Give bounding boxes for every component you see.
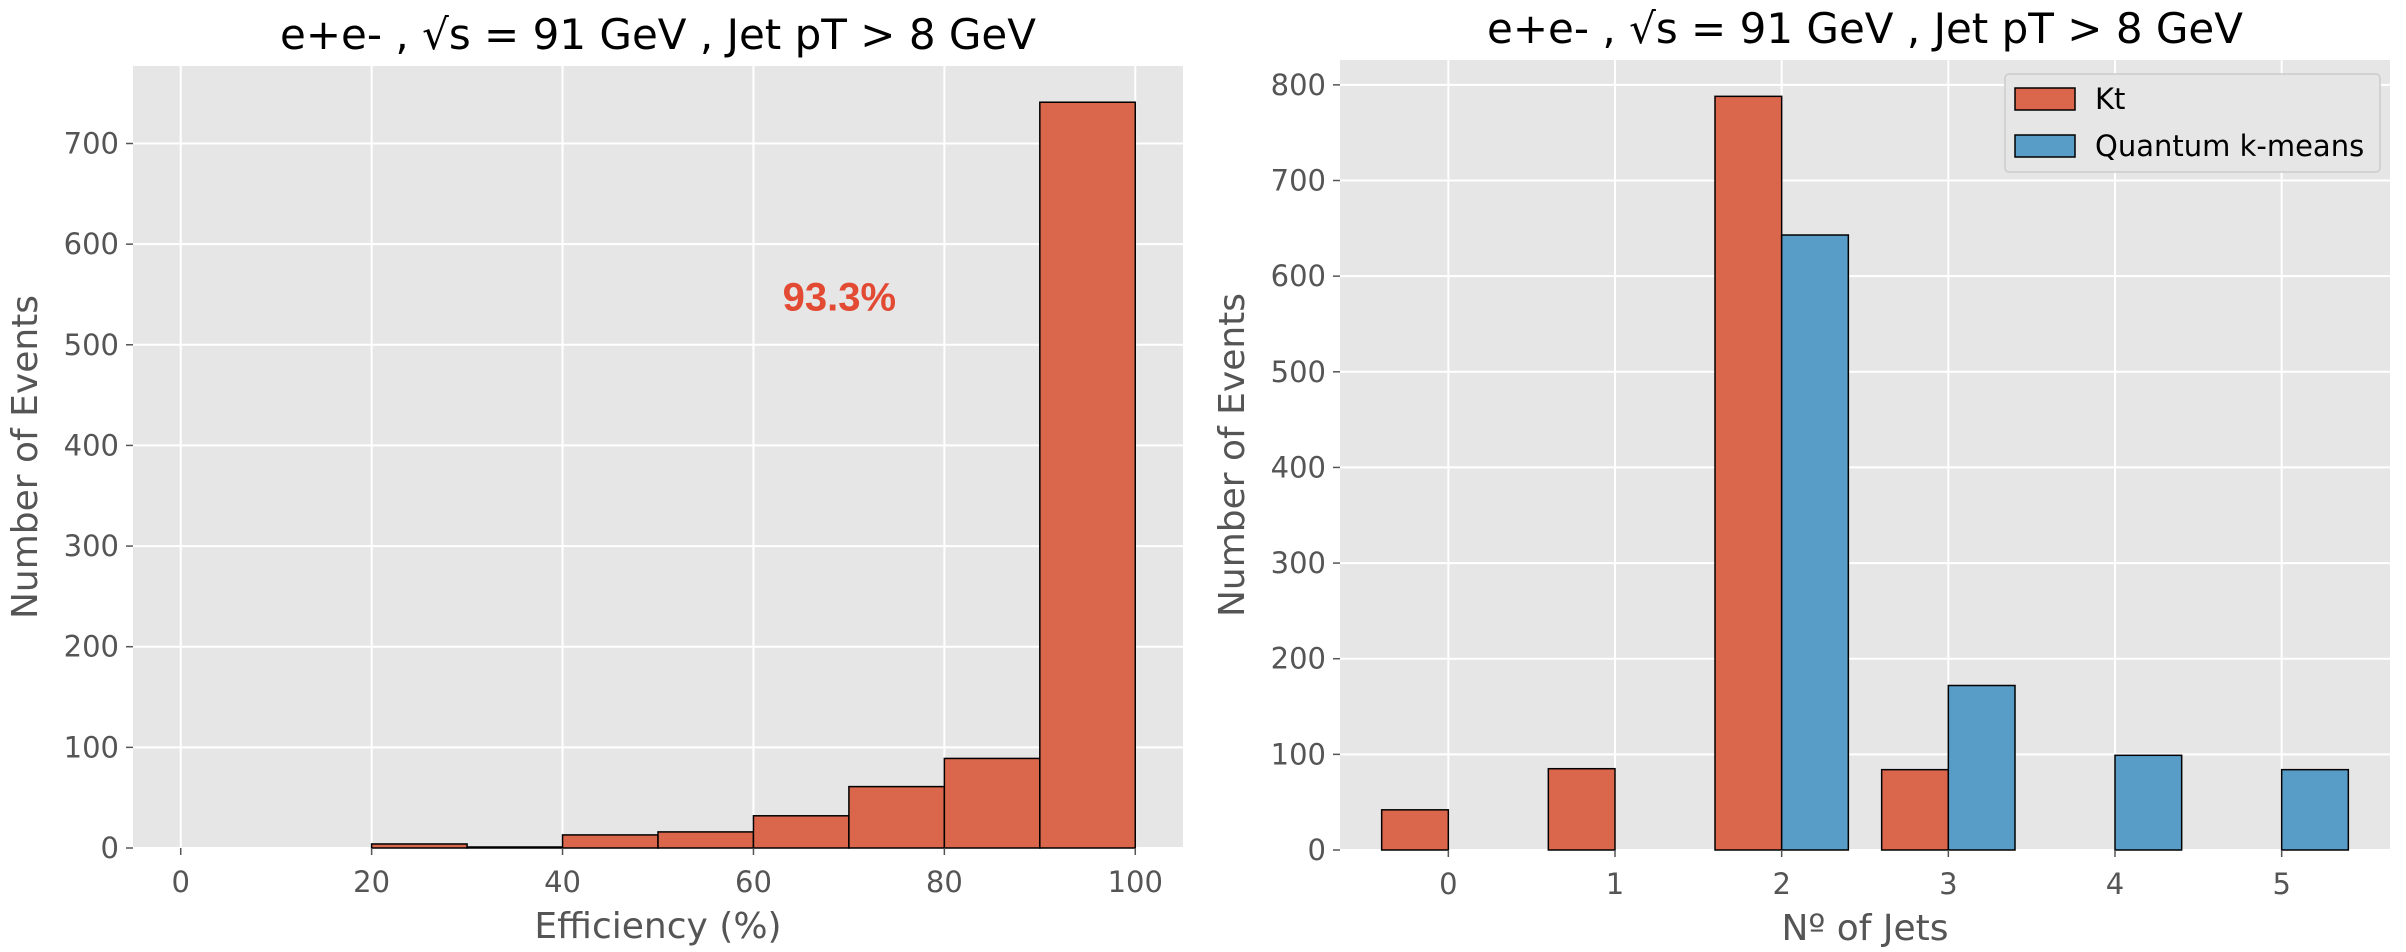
jet-count-x-axis-label: Nº of Jets <box>1781 908 1948 949</box>
histogram-bar <box>561 834 659 849</box>
jet-count-plot-area <box>1340 60 2390 850</box>
histogram-title: e+e- , √s = 91 GeV , Jet pT > 8 GeV <box>280 10 1036 59</box>
x-tick-label: 1 <box>1606 867 1624 901</box>
x-tick-label: 2 <box>1772 867 1790 901</box>
jet-count-y-ticks: 0 100 200 300 400 500 600 700 800 <box>1271 68 1340 867</box>
jet-count-y-axis-label: Number of Events <box>1212 293 1253 617</box>
y-tick-label: 200 <box>1271 642 1326 676</box>
y-tick-label: 0 <box>101 831 119 865</box>
y-tick-label: 100 <box>1271 737 1326 771</box>
histogram-x-axis-label: Efficiency (%) <box>534 906 781 947</box>
jet-count-panel: 0 1 2 3 4 5 0 100 200 300 400 500 600 700 800 e+e- , … <box>1212 4 2390 949</box>
quantum-k-means-bar <box>1947 684 2016 851</box>
histogram-bar <box>370 843 468 849</box>
x-tick-label: 100 <box>1108 865 1163 899</box>
x-tick-label: 0 <box>172 865 190 899</box>
y-tick-label: 600 <box>1271 259 1326 293</box>
legend: Kt Quantum k-means <box>2004 73 2381 173</box>
histogram-bars <box>370 101 1137 849</box>
x-tick-label: 60 <box>735 865 772 899</box>
legend-label-kt: Kt <box>2095 82 2125 116</box>
y-tick-label: 100 <box>64 730 119 764</box>
quantum-k-means-bar <box>2280 768 2350 851</box>
legend-swatch-kt <box>2014 87 2076 111</box>
y-tick-label: 700 <box>64 126 119 160</box>
jet-count-title: e+e- , √s = 91 GeV , Jet pT > 8 GeV <box>1487 4 2243 53</box>
histogram-bar <box>1039 101 1137 849</box>
kt-bar <box>1380 809 1450 851</box>
kt-bar <box>1714 95 1783 851</box>
y-tick-label: 600 <box>64 227 119 261</box>
y-tick-label: 400 <box>1271 450 1326 484</box>
y-tick-label: 700 <box>1271 164 1326 198</box>
y-tick-label: 500 <box>1271 355 1326 389</box>
kt-bar <box>1547 767 1616 851</box>
y-tick-label: 300 <box>64 529 119 563</box>
x-tick-label: 20 <box>353 865 390 899</box>
y-tick-label: 0 <box>1308 833 1326 867</box>
x-tick-label: 5 <box>2272 867 2290 901</box>
y-tick-label: 400 <box>64 428 119 462</box>
quantum-k-means-bar <box>1780 234 1850 851</box>
kt-bar <box>1880 768 1950 851</box>
x-tick-label: 3 <box>1939 867 1957 901</box>
histogram-bar <box>943 757 1041 849</box>
y-tick-label: 800 <box>1271 68 1326 102</box>
histogram-plot-area <box>133 66 1183 848</box>
histogram-x-ticks: 0 20 40 60 80 100 <box>172 848 1163 899</box>
y-tick-label: 300 <box>1271 546 1326 580</box>
x-tick-label: 80 <box>926 865 963 899</box>
histogram-y-axis-label: Number of Events <box>5 295 46 619</box>
efficiency-annotation: 93.3% <box>783 275 896 319</box>
histogram-bar <box>848 785 946 849</box>
jet-count-grid <box>1340 60 2390 851</box>
jet-count-bars <box>1380 95 2350 851</box>
histogram-bar <box>752 815 850 849</box>
jet-count-x-ticks: 0 1 2 3 4 5 <box>1439 850 2291 901</box>
histogram-bar <box>657 831 755 849</box>
quantum-k-means-bar <box>2114 754 2183 851</box>
legend-label-quantum-k-means: Quantum k-means <box>2095 129 2364 163</box>
y-tick-label: 500 <box>64 328 119 362</box>
histogram-panel: 0 20 40 60 80 100 0 100 200 300 400 500 600 700 e+e-… <box>5 10 1183 947</box>
histogram-y-ticks: 0 100 200 300 400 500 600 700 <box>64 126 133 865</box>
histogram-bar <box>466 846 564 849</box>
x-tick-label: 4 <box>2106 867 2124 901</box>
legend-swatch-quantum-k-means <box>2014 134 2076 158</box>
y-tick-label: 200 <box>64 630 119 664</box>
legend-box <box>2004 73 2381 173</box>
x-tick-label: 0 <box>1439 867 1457 901</box>
x-tick-label: 40 <box>544 865 581 899</box>
